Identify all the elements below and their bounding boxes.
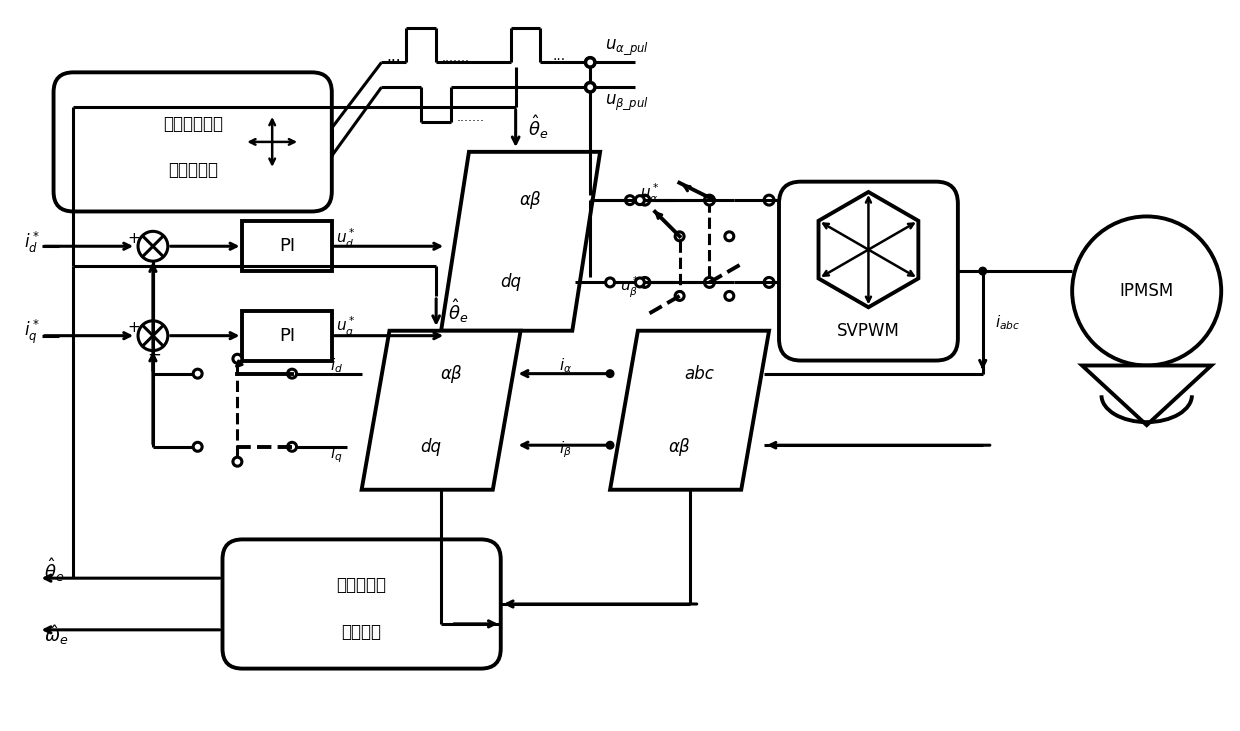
- Text: ...: ...: [386, 49, 401, 64]
- Text: $u^*_q$: $u^*_q$: [336, 315, 356, 341]
- Text: dq: dq: [500, 273, 521, 292]
- Polygon shape: [818, 192, 919, 307]
- Circle shape: [585, 58, 595, 67]
- Circle shape: [288, 442, 296, 451]
- Polygon shape: [1083, 366, 1211, 425]
- Text: +: +: [128, 320, 140, 336]
- Text: $\hat{\theta}_e$: $\hat{\theta}_e$: [43, 556, 64, 584]
- Text: 正交随机脉冲: 正交随机脉冲: [162, 115, 223, 133]
- Circle shape: [193, 369, 202, 378]
- Text: 信号处理与: 信号处理与: [336, 575, 387, 594]
- Text: $u^*_\beta$: $u^*_\beta$: [620, 275, 640, 300]
- Circle shape: [606, 442, 614, 449]
- Circle shape: [193, 442, 202, 451]
- Text: $i_d$: $i_d$: [330, 356, 343, 375]
- Polygon shape: [610, 330, 769, 490]
- Text: αβ: αβ: [668, 438, 691, 456]
- Text: $u^*_d$: $u^*_d$: [336, 227, 356, 250]
- Polygon shape: [441, 152, 600, 330]
- Circle shape: [138, 321, 167, 351]
- FancyBboxPatch shape: [779, 182, 957, 360]
- Circle shape: [635, 196, 645, 205]
- Text: $i_\alpha$: $i_\alpha$: [559, 356, 572, 375]
- Text: $i^*_d$: $i^*_d$: [24, 230, 40, 255]
- Text: −: −: [148, 346, 161, 363]
- Text: αβ: αβ: [520, 191, 542, 209]
- Text: .......: .......: [441, 51, 470, 64]
- Bar: [242, 311, 332, 360]
- Circle shape: [640, 278, 650, 287]
- Polygon shape: [362, 330, 521, 490]
- Circle shape: [605, 278, 615, 287]
- Circle shape: [233, 355, 242, 363]
- FancyBboxPatch shape: [222, 539, 501, 669]
- Bar: [242, 221, 332, 271]
- Circle shape: [675, 232, 684, 240]
- Text: $i_\beta$: $i_\beta$: [559, 440, 572, 461]
- Circle shape: [725, 232, 734, 240]
- Circle shape: [288, 369, 296, 378]
- Circle shape: [704, 278, 714, 287]
- Circle shape: [704, 195, 714, 205]
- Text: PI: PI: [279, 238, 295, 255]
- Text: $u^*_\alpha$: $u^*_\alpha$: [640, 181, 660, 205]
- Text: +: +: [128, 231, 140, 246]
- Text: $\hat{\theta}_e$: $\hat{\theta}_e$: [448, 297, 469, 325]
- Circle shape: [764, 278, 774, 287]
- Text: $i_q$: $i_q$: [331, 444, 343, 465]
- Circle shape: [978, 268, 987, 275]
- Text: PI: PI: [279, 327, 295, 345]
- Circle shape: [233, 457, 242, 466]
- Text: SVPWM: SVPWM: [837, 322, 900, 340]
- Text: $\hat{\theta}_e$: $\hat{\theta}_e$: [527, 113, 548, 141]
- Text: dq: dq: [420, 438, 441, 456]
- Text: $i_{abc}$: $i_{abc}$: [994, 313, 1021, 332]
- Text: IPMSM: IPMSM: [1120, 282, 1174, 300]
- Text: abc: abc: [684, 365, 714, 382]
- Text: $\hat{\omega}_e$: $\hat{\omega}_e$: [43, 623, 68, 647]
- Circle shape: [675, 292, 684, 300]
- Text: ...: ...: [553, 50, 565, 64]
- Text: $i^*_q$: $i^*_q$: [24, 317, 40, 346]
- Circle shape: [725, 292, 734, 300]
- Circle shape: [1073, 216, 1221, 366]
- Text: $u_{\alpha\_pul}$: $u_{\alpha\_pul}$: [605, 38, 649, 57]
- Text: αβ: αβ: [440, 365, 461, 382]
- FancyBboxPatch shape: [53, 72, 332, 211]
- Circle shape: [625, 196, 635, 205]
- Text: −: −: [148, 256, 161, 274]
- Text: $u_{\beta\_pul}$: $u_{\beta\_pul}$: [605, 92, 649, 112]
- Text: .......: .......: [456, 110, 485, 124]
- Text: 信号发生器: 信号发生器: [167, 161, 218, 178]
- Text: 位置拟合: 位置拟合: [342, 624, 382, 641]
- Circle shape: [585, 58, 595, 67]
- Circle shape: [635, 278, 645, 287]
- Circle shape: [585, 83, 595, 91]
- Circle shape: [764, 195, 774, 205]
- Circle shape: [585, 83, 595, 92]
- Circle shape: [606, 370, 614, 377]
- Circle shape: [640, 195, 650, 205]
- Circle shape: [138, 231, 167, 261]
